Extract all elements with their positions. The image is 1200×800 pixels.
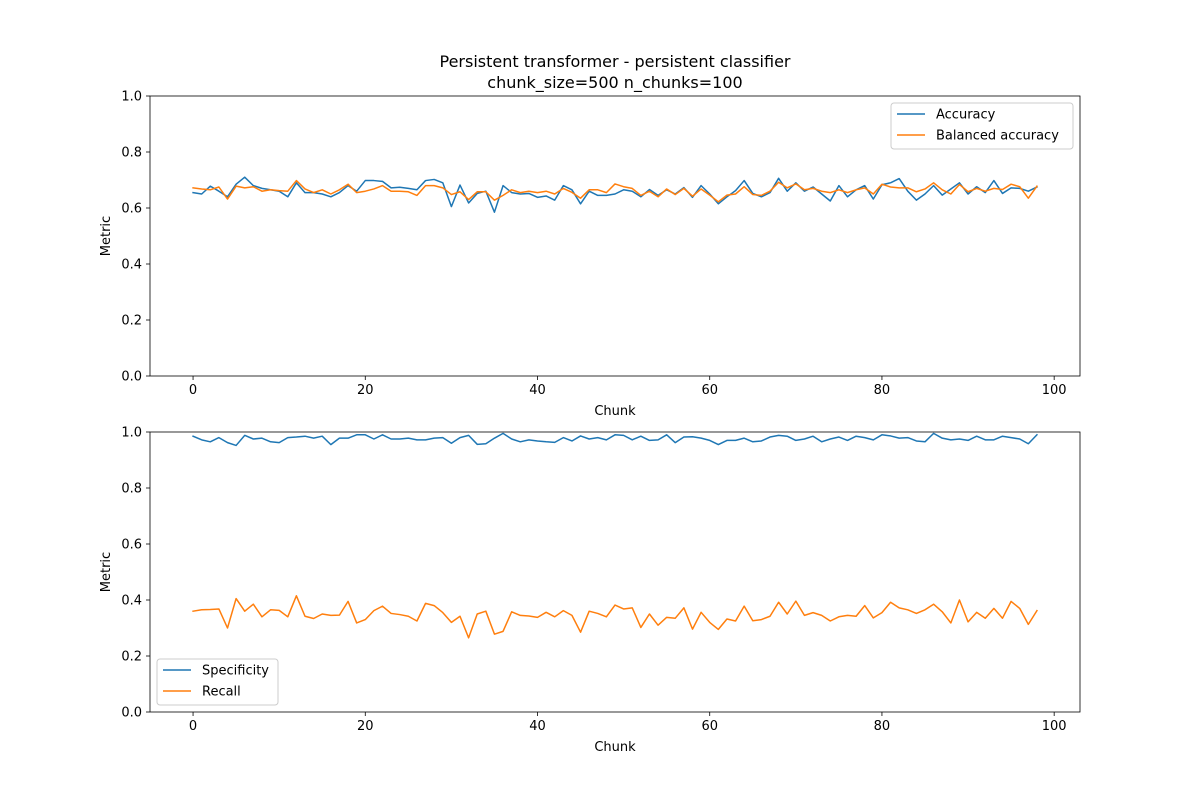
plot-frame [149, 431, 1081, 713]
y-tick-label: 1.0 [121, 426, 142, 441]
x-tick-label: 60 [701, 383, 718, 398]
y-tick-label: 0.2 [121, 314, 142, 329]
legend: Accuracy Balanced accuracy [890, 102, 1074, 150]
top-metrics-plot: 0 20 40 60 80 100 0.0 0.2 0.4 0.6 0.8 1.0 Chunk Metri… [99, 90, 1081, 419]
x-axis-label: Chunk [594, 404, 636, 419]
figure-title-line-2: chunk_size=500 n_chunks=100 [487, 73, 742, 93]
legend-entry: Specificity [202, 664, 269, 679]
x-tick-label: 80 [874, 719, 891, 734]
legend-entry: Accuracy [936, 108, 996, 123]
bottom-metrics-plot: 0 20 40 60 80 100 0.0 0.2 0.4 0.6 0.8 1.0 Chunk Metri… [99, 426, 1081, 755]
legend-entry: Balanced accuracy [936, 129, 1059, 144]
y-axis-label: Metric [99, 552, 114, 592]
x-tick-label: 0 [189, 719, 197, 734]
y-tick-label: 0.0 [121, 370, 142, 385]
y-tick-label: 0.8 [121, 146, 142, 161]
legend: Specificity Recall [156, 658, 279, 706]
figure-title-line-1: Persistent transformer - persistent clas… [439, 52, 790, 71]
series-lines [192, 176, 1038, 213]
x-tick-label: 40 [529, 383, 546, 398]
y-tick-label: 0.6 [121, 202, 142, 217]
series-lines [192, 432, 1039, 639]
series-line-recall [192, 595, 1038, 639]
y-tick-label: 0.2 [121, 650, 142, 665]
x-tick-label: 80 [874, 383, 891, 398]
y-tick-label: 0.4 [121, 258, 142, 273]
x-tick-label: 0 [189, 383, 197, 398]
y-tick-label: 0.8 [121, 482, 142, 497]
x-tick-label: 20 [357, 719, 374, 734]
y-axis-label: Metric [99, 216, 114, 256]
x-tick-label: 100 [1042, 383, 1067, 398]
y-tick-label: 0.4 [121, 594, 142, 609]
legend-entry: Recall [202, 685, 241, 700]
y-tick-label: 0.6 [121, 538, 142, 553]
series-line-specificity [192, 432, 1039, 447]
series-line-accuracy [192, 176, 1038, 213]
legend-box [890, 102, 1074, 150]
y-tick-label: 0.0 [121, 706, 142, 721]
x-axis-label: Chunk [594, 740, 636, 755]
series-line-balanced-accuracy [192, 179, 1038, 203]
x-tick-label: 100 [1042, 719, 1067, 734]
y-tick-label: 1.0 [121, 90, 142, 105]
plot-frame [149, 95, 1081, 377]
x-tick-label: 40 [529, 719, 546, 734]
x-tick-label: 20 [357, 383, 374, 398]
x-tick-label: 60 [701, 719, 718, 734]
